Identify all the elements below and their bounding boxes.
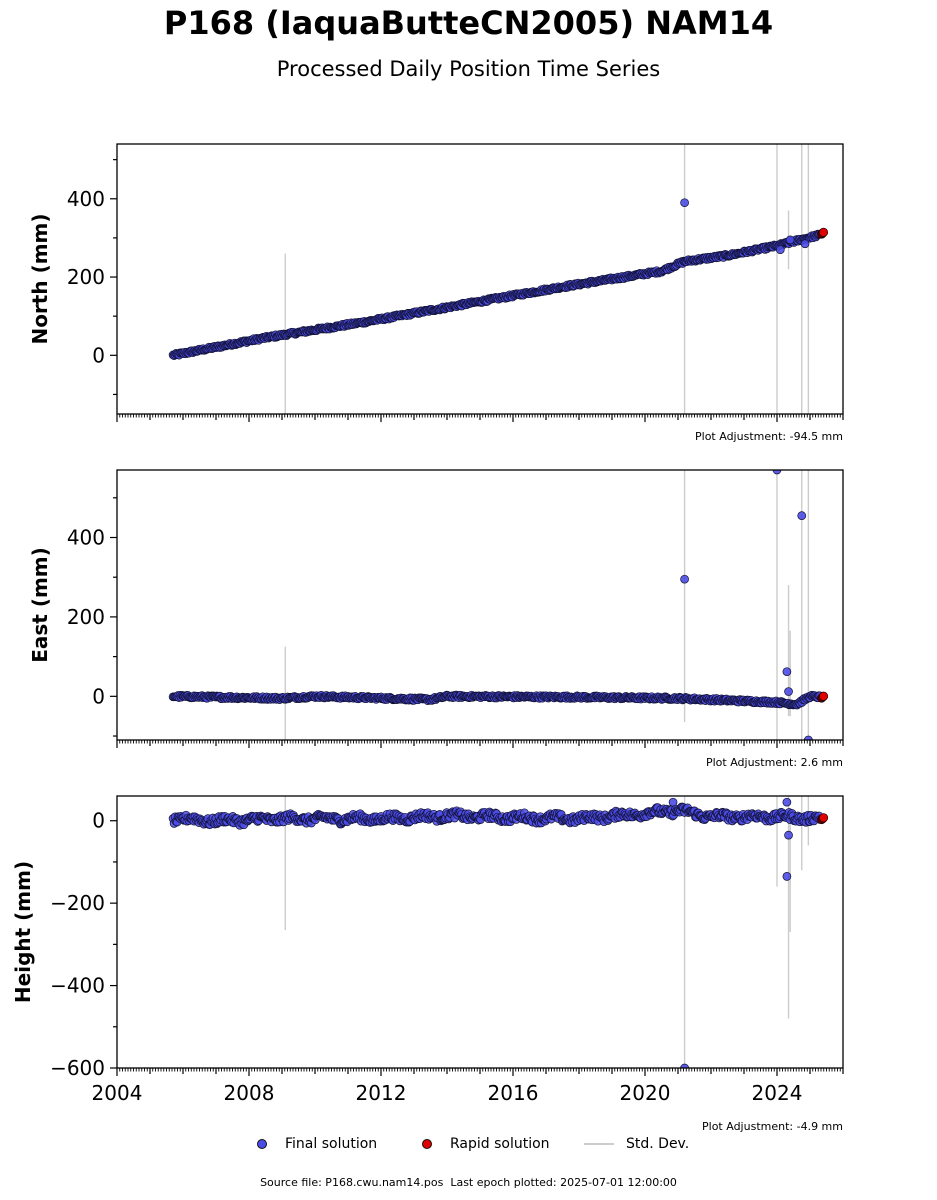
y-tick-label: 200 bbox=[67, 605, 105, 629]
source-footer: Source file: P168.cwu.nam14.pos Last epo… bbox=[0, 1176, 937, 1189]
final-solution-point bbox=[797, 511, 807, 521]
y-tick-label: −400 bbox=[50, 974, 105, 998]
plot-adjustment-label: Plot Adjustment: -94.5 mm bbox=[695, 430, 843, 443]
final-solution-point bbox=[668, 797, 678, 807]
final-solution-point bbox=[775, 245, 785, 255]
legend-item-final: Final solution bbox=[257, 1136, 377, 1152]
source-file-text: Source file: P168.cwu.nam14.pos bbox=[260, 1176, 444, 1189]
plot-frame bbox=[116, 143, 844, 415]
y-tick-label: −600 bbox=[50, 1056, 105, 1080]
plot-area bbox=[168, 144, 829, 414]
final-solution-point bbox=[782, 797, 792, 807]
legend-item-stddev: Std. Dev. bbox=[584, 1136, 689, 1152]
final-solution-point bbox=[680, 1063, 689, 1068]
chart-subtitle: Processed Daily Position Time Series bbox=[276, 57, 661, 81]
final-solution-point bbox=[784, 687, 793, 696]
final-solution-point bbox=[785, 235, 795, 245]
y-tick-label: 200 bbox=[67, 265, 105, 289]
final-solution-point bbox=[680, 574, 689, 584]
y-axis-label: Height (mm) bbox=[11, 861, 35, 1003]
legend-stddev-label: Std. Dev. bbox=[626, 1136, 690, 1152]
final-solution-point bbox=[782, 667, 792, 677]
rapid-solution-point bbox=[818, 691, 829, 701]
y-tick-label: −200 bbox=[50, 891, 105, 915]
x-tick-label: 2004 bbox=[92, 1081, 143, 1105]
y-tick-label: 0 bbox=[92, 684, 105, 708]
y-axis-label: North (mm) bbox=[28, 213, 52, 344]
last-epoch-text: Last epoch plotted: 2025-07-01 12:00:00 bbox=[450, 1176, 677, 1189]
legend-item-rapid: Rapid solution bbox=[422, 1136, 550, 1152]
legend-final-label: Final solution bbox=[285, 1136, 378, 1152]
final-solution-point bbox=[772, 470, 782, 475]
final-solution-point bbox=[804, 735, 813, 740]
plot-adjustment-label: Plot Adjustment: -4.9 mm bbox=[702, 1120, 843, 1133]
y-tick-label: 400 bbox=[67, 187, 105, 211]
plot-adjustment-label: Plot Adjustment: 2.6 mm bbox=[706, 756, 843, 769]
x-tick-label: 2024 bbox=[752, 1081, 803, 1105]
final-solution-point bbox=[784, 830, 793, 840]
x-tick-label: 2012 bbox=[356, 1081, 407, 1105]
panel-2: −600 −400 −200 0 2004 2008 2012 2016 2020 2024 Hei… bbox=[11, 795, 844, 1133]
rapid-solution-marker-icon bbox=[422, 1139, 432, 1149]
panel-0: 0 200 400 North (mm) Plot Adjustment: -94.5 … bbox=[28, 143, 844, 443]
x-tick-label: 2008 bbox=[224, 1081, 275, 1105]
final-solution-point bbox=[782, 872, 792, 881]
y-tick-label: 0 bbox=[92, 809, 105, 833]
legend-rapid-label: Rapid solution bbox=[450, 1136, 550, 1152]
y-tick-label: 400 bbox=[67, 526, 105, 550]
plot-area bbox=[168, 470, 829, 740]
y-axis-label: East (mm) bbox=[28, 547, 52, 663]
panel-1: 0 200 400 East (mm) Plot Adjustment: 2.6 mm bbox=[28, 469, 844, 769]
final-solution-point bbox=[680, 198, 689, 208]
final-solution-point bbox=[800, 239, 810, 249]
x-tick-label: 2016 bbox=[488, 1081, 539, 1105]
x-tick-label: 2020 bbox=[620, 1081, 671, 1105]
plot-area bbox=[168, 796, 829, 1068]
std-dev-line-icon bbox=[584, 1143, 614, 1145]
final-solution-marker-icon bbox=[257, 1139, 267, 1149]
plot-frame bbox=[116, 795, 844, 1069]
chart-title: P168 (IaquaButteCN2005) NAM14 bbox=[163, 4, 774, 42]
legend: Final solution Rapid solution Std. Dev. bbox=[0, 1136, 937, 1158]
rapid-solution-point bbox=[818, 813, 829, 823]
rapid-solution-point bbox=[818, 227, 829, 237]
y-tick-label: 0 bbox=[92, 343, 105, 367]
